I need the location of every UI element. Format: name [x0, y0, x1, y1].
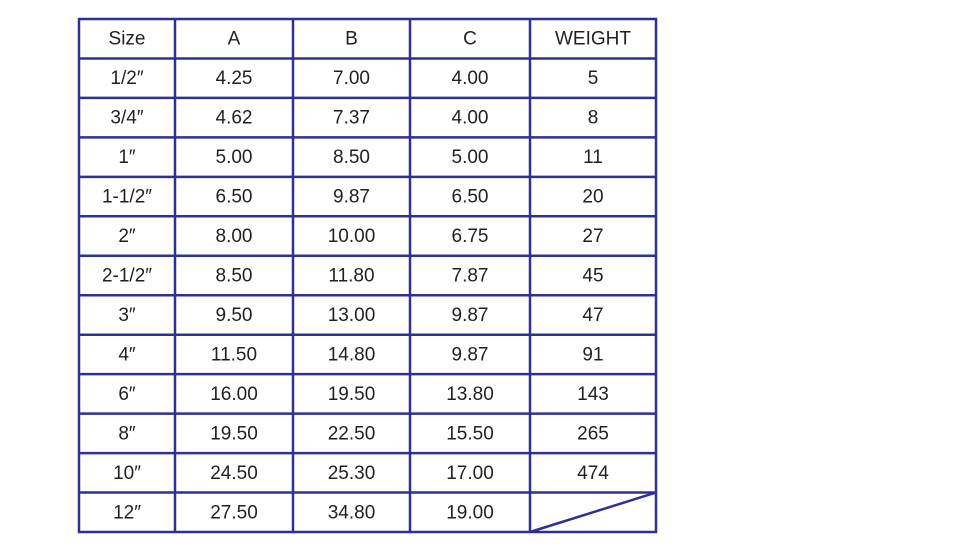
value-cell: 13.80: [446, 384, 494, 405]
value-cell: 14.80: [328, 344, 376, 365]
size-cell: 4″: [118, 344, 136, 365]
value-cell: 20: [582, 187, 603, 208]
header-cell: WEIGHT: [555, 29, 631, 50]
value-cell: 27: [582, 226, 603, 247]
value-cell: 4.62: [216, 108, 253, 129]
size-cell: 6″: [118, 384, 136, 405]
size-cell: 1″: [118, 147, 136, 168]
value-cell: 9.87: [452, 305, 489, 326]
value-cell: 5.00: [216, 147, 253, 168]
value-cell: 4.00: [452, 68, 489, 89]
value-cell: 17.00: [446, 463, 494, 484]
header-cell: C: [463, 29, 477, 50]
value-cell: 143: [577, 384, 609, 405]
empty-cell-diagonal: [529, 491, 657, 534]
value-cell: 10.00: [328, 226, 376, 247]
value-cell: 25.30: [328, 463, 376, 484]
size-cell: 3″: [118, 305, 136, 326]
value-cell: 5: [588, 68, 599, 89]
header-cell: Size: [109, 29, 146, 50]
value-cell: 9.87: [333, 187, 370, 208]
value-cell: 474: [577, 463, 609, 484]
value-cell: 11: [583, 147, 603, 168]
value-cell: 15.50: [446, 423, 494, 444]
value-cell: 6.75: [452, 226, 489, 247]
value-cell: 7.00: [333, 68, 370, 89]
value-cell: 9.87: [452, 344, 489, 365]
value-cell: 7.37: [333, 108, 370, 129]
size-cell: 8″: [118, 423, 136, 444]
value-cell: 8.00: [216, 226, 253, 247]
value-cell: 8.50: [216, 266, 253, 287]
size-cell: 12″: [113, 502, 141, 523]
value-cell: 11.80: [328, 266, 374, 287]
value-cell: 19.50: [210, 423, 258, 444]
value-cell: 16.00: [210, 384, 258, 405]
value-cell: 6.50: [216, 187, 253, 208]
header-cell: A: [228, 29, 241, 50]
value-cell: 5.00: [452, 147, 489, 168]
value-cell: 7.87: [452, 266, 489, 287]
value-cell: 22.50: [328, 423, 376, 444]
value-cell: 265: [577, 423, 609, 444]
value-cell: 19.00: [446, 502, 494, 523]
value-cell: 11.50: [211, 344, 257, 365]
value-cell: 8.50: [333, 147, 370, 168]
value-cell: 47: [582, 305, 603, 326]
value-cell: 13.00: [328, 305, 376, 326]
size-cell: 1/2″: [110, 68, 143, 89]
size-cell: 2-1/2″: [102, 266, 152, 287]
table-border: [77, 17, 658, 534]
value-cell: 34.80: [328, 502, 376, 523]
value-cell: 91: [582, 344, 603, 365]
header-cell: B: [345, 29, 358, 50]
value-cell: 6.50: [452, 187, 489, 208]
value-cell: 45: [582, 266, 603, 287]
value-cell: 27.50: [210, 502, 258, 523]
size-cell: 1-1/2″: [102, 187, 152, 208]
value-cell: 4.00: [452, 108, 489, 129]
size-cell: 10″: [113, 463, 141, 484]
size-cell: 2″: [118, 226, 136, 247]
value-cell: 9.50: [216, 305, 253, 326]
value-cell: 8: [588, 108, 599, 129]
value-cell: 24.50: [210, 463, 258, 484]
size-cell: 3/4″: [110, 108, 143, 129]
value-cell: 19.50: [328, 384, 376, 405]
value-cell: 4.25: [216, 68, 253, 89]
